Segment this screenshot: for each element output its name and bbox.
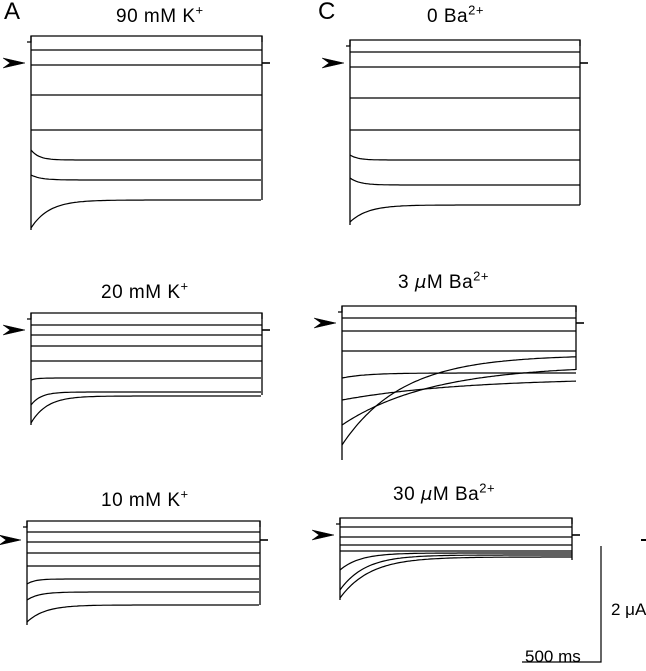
panel-c2-trace-5 <box>341 372 576 379</box>
panel-c3-top-trace <box>336 517 573 525</box>
panel-c3-trace-6 <box>339 556 572 599</box>
panel-a3-top-trace <box>23 520 261 528</box>
panel-a2-trace-5 <box>30 391 261 406</box>
panel-a1-trace-6 <box>30 199 261 229</box>
panel-c3-holding-arrowhead <box>311 529 335 541</box>
panel-a3-trace-5 <box>26 591 259 601</box>
panel-c2-trace-3 <box>341 356 577 446</box>
panel-c1-trace-4 <box>349 154 580 161</box>
panel-a2-trace-4 <box>30 377 261 381</box>
panel-a2-trace-6 <box>30 395 261 424</box>
scale-amp-label: 2 μA <box>611 600 646 619</box>
panel-a1-trace-5 <box>30 174 261 181</box>
panel-a3-holding-arrowhead <box>0 534 22 546</box>
title-3um-ba: 3 μM Ba2+ <box>398 268 489 293</box>
panel-c2-trace-6 <box>341 380 577 401</box>
panel-c2-trace-4 <box>341 368 577 426</box>
panel-c2-top-trace <box>338 305 577 313</box>
panel-a1-top-trace <box>27 35 263 43</box>
panel-letter-a: A <box>4 0 21 25</box>
title-20mm-k: 20 mM K+ <box>101 278 189 303</box>
title-90mm-k: 90 mM K+ <box>116 2 204 27</box>
panel-c1-top-trace <box>346 39 581 47</box>
panel-c3-trace-5 <box>339 554 572 591</box>
panel-c1-trace-5 <box>349 177 580 186</box>
panel-a3-trace-6 <box>26 604 259 623</box>
panel-c3-trace-4 <box>339 552 572 571</box>
panel-a3-trace-4 <box>26 578 259 585</box>
title-10mm-k: 10 mM K+ <box>101 486 189 511</box>
scale-time-label: 500 ms <box>525 647 581 666</box>
title-30um-ba: 30 μM Ba2+ <box>393 480 496 505</box>
panel-a2-holding-arrowhead <box>2 324 26 336</box>
panel-c1-trace-6 <box>349 204 580 223</box>
panel-c1-holding-arrowhead <box>321 57 345 69</box>
panel-a2-top-trace <box>27 312 263 320</box>
panel-letter-c: C <box>318 0 336 25</box>
scale-bar <box>522 546 602 663</box>
panel-a1-trace-4 <box>30 149 261 161</box>
title-0-ba: 0 Ba2+ <box>427 2 484 27</box>
panel-a1-holding-arrowhead <box>2 57 26 69</box>
panel-c2-holding-arrowhead <box>313 317 337 329</box>
